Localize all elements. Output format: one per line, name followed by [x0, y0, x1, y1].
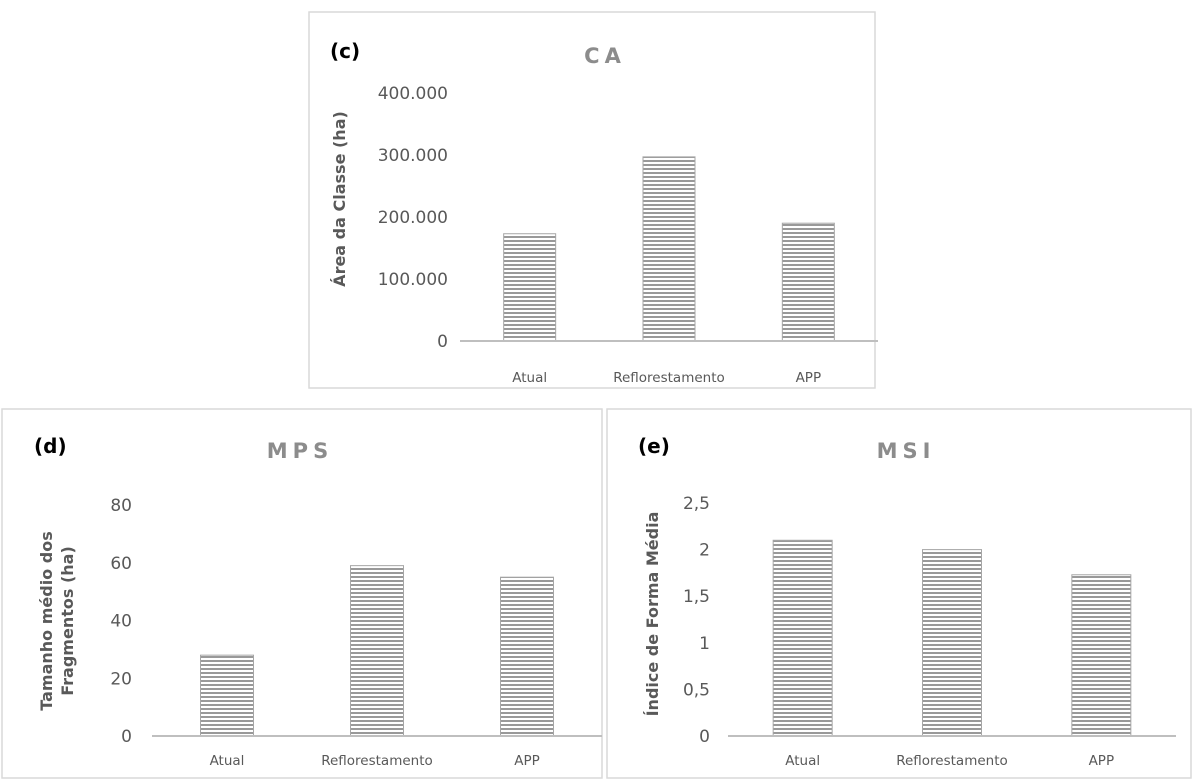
- panel-c-frame: [308, 11, 876, 389]
- x-tick-label: Reflorestamento: [613, 370, 725, 386]
- y-tick-label: 20: [110, 669, 132, 689]
- panel-d-title: MPS: [267, 439, 333, 463]
- panel-c: (c) CA Área da Classe (ha) 0 100.000 200.0…: [308, 11, 878, 389]
- y-tick-label: 40: [110, 612, 132, 632]
- panel-c-axes: 0 100.000 200.000 300.000 400.000 Atual Reflor…: [378, 84, 878, 386]
- bar-atual: [772, 539, 833, 737]
- x-tick-label: Atual: [785, 753, 820, 769]
- y-tick-label: 0: [437, 332, 448, 352]
- panel-e-ylabel: Índice de Forma Média: [643, 512, 662, 717]
- y-tick-label: 0: [121, 727, 132, 747]
- bar-reflorestamento: [350, 565, 404, 737]
- x-tick-label: APP: [514, 753, 540, 769]
- panel-d-label: (d): [34, 434, 67, 458]
- x-tick-label: Reflorestamento: [321, 753, 433, 769]
- x-tick-label: APP: [796, 370, 822, 386]
- panel-e-label: (e): [638, 434, 670, 458]
- panel-c-ylabel: Área da Classe (ha): [330, 111, 349, 287]
- panel-d: (d) MPS Tamanho médio dos Fragmentos (ha…: [1, 408, 603, 779]
- panel-d-ylabel-line1: Tamanho médio dos: [37, 531, 56, 710]
- panel-d-axes: 0 20 40 60 80 Atual Reflorestamento APP: [110, 496, 602, 769]
- y-tick-label: 100.000: [378, 270, 448, 290]
- y-tick-label: 1,5: [683, 587, 710, 607]
- x-tick-label: Atual: [512, 370, 547, 386]
- panel-c-title: CA: [584, 44, 626, 68]
- bar-reflorestamento: [922, 549, 982, 737]
- y-tick-label: 400.000: [378, 84, 448, 104]
- y-tick-label: 200.000: [378, 208, 448, 228]
- x-tick-label: APP: [1089, 753, 1115, 769]
- x-tick-label: Reflorestamento: [896, 753, 1008, 769]
- bar-reflorestamento: [642, 156, 696, 342]
- panel-e-title: MSI: [877, 439, 936, 463]
- y-tick-label: 2: [699, 541, 710, 561]
- panel-d-ylabel-line2: Fragmentos (ha): [58, 546, 77, 696]
- y-tick-label: 1: [699, 634, 710, 654]
- y-tick-label: 0,5: [683, 680, 710, 700]
- y-tick-label: 80: [110, 496, 132, 516]
- bar-app: [500, 576, 554, 737]
- y-tick-label: 300.000: [378, 146, 448, 166]
- panel-e: (e) MSI Índice de Forma Média 0 0,5 1 1,5 2 2…: [606, 408, 1192, 779]
- panel-c-label: (c): [330, 39, 360, 63]
- bar-app: [1071, 574, 1132, 737]
- panel-e-axes: 0 0,5 1 1,5 2 2,5 Atual Reflorestamento APP: [683, 494, 1176, 769]
- bar-atual: [503, 233, 557, 342]
- y-tick-label: 60: [110, 554, 132, 574]
- bar-atual: [200, 654, 254, 737]
- x-tick-label: Atual: [210, 753, 245, 769]
- y-tick-label: 2,5: [683, 494, 710, 514]
- bar-app: [781, 222, 835, 342]
- y-tick-label: 0: [699, 727, 710, 747]
